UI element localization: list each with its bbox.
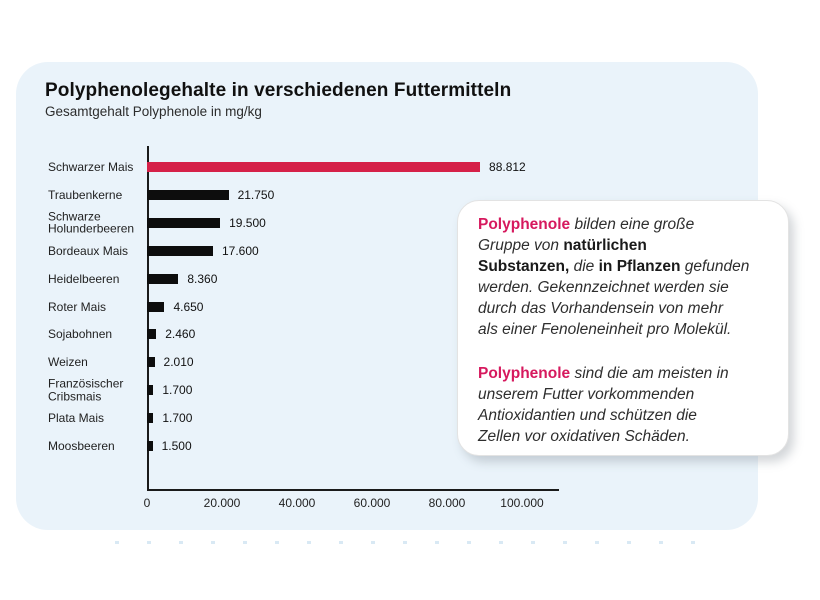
infobox-line: Gruppe von natürlichen	[478, 235, 774, 256]
bar	[147, 413, 154, 424]
value-label: 8.360	[187, 271, 218, 286]
text-segment: Zellen vor oxidativen Schäden.	[478, 428, 690, 445]
infobox-line: als einer Fenoleneinheit pro Molekül.	[478, 319, 774, 340]
x-axis-line	[147, 489, 559, 491]
infobox-line: Polyphenole bilden eine große	[478, 214, 774, 235]
infobox-line: Antioxidantien und schützen die	[478, 405, 774, 426]
infobox-line: Polyphenole sind die am meisten in	[478, 363, 774, 384]
decor-dashed-line	[115, 541, 700, 544]
y-axis-line	[147, 146, 149, 491]
bar	[147, 273, 179, 284]
text-segment: Substanzen,	[478, 258, 570, 275]
category-label: Moosbeeren	[48, 438, 115, 453]
value-label: 2.460	[165, 327, 196, 342]
category-label: Schwarze Holunderbeeren	[48, 209, 135, 236]
brand-keyword: Polyphenole	[478, 365, 571, 382]
text-segment: in Pflanzen	[598, 258, 681, 275]
value-label: 21.750	[237, 187, 275, 202]
text-segment: sind die am meisten in	[570, 365, 729, 382]
bar	[147, 301, 165, 312]
category-label: Sojabohnen	[48, 327, 113, 342]
x-tick-label: 40.000	[278, 496, 316, 510]
text-segment: gefunden	[680, 258, 750, 275]
category-label: Traubenkerne	[48, 187, 123, 202]
category-label: Französischer Cribsmais	[48, 376, 124, 404]
text-segment: natürlichen	[563, 237, 647, 254]
infobox-text: Polyphenole bilden eine große Gruppe von …	[478, 214, 774, 447]
bar	[147, 217, 221, 228]
infobox-line: Zellen vor oxidativen Schäden.	[478, 426, 774, 447]
text-segment: Gruppe von	[478, 237, 564, 254]
bar	[147, 245, 213, 256]
text-segment: werden. Gekennzeichnet werden sie	[478, 279, 729, 296]
x-tick-label: 80.000	[428, 496, 466, 510]
chart-title: Polyphenolegehalte in verschiedenen Futt…	[45, 80, 512, 101]
bar	[147, 329, 157, 340]
infobox-paragraph: Polyphenole bilden eine große Gruppe von …	[478, 214, 774, 340]
value-label: 88.812	[489, 160, 526, 174]
bar	[147, 385, 154, 396]
text-segment: die	[569, 258, 599, 275]
infobox-line: werden. Gekennzeichnet werden sie	[478, 277, 774, 298]
value-label: 17.600	[222, 243, 259, 258]
infobox-line: Substanzen, die in Pflanzen gefunden	[478, 256, 774, 277]
bar	[147, 357, 155, 368]
value-label: 19.500	[229, 215, 266, 230]
category-label: Plata Mais	[48, 410, 105, 425]
category-label: Weizen	[48, 355, 88, 370]
value-label: 1.500	[161, 439, 192, 453]
text-segment: als einer Fenoleneinheit pro Molekül.	[478, 321, 732, 338]
category-label: Roter Mais	[48, 299, 107, 314]
x-tick-label: 20.000	[203, 496, 241, 510]
category-label: Schwarzer Mais	[48, 159, 134, 174]
x-tick-label: 0	[143, 496, 151, 510]
x-tick-label: 100.000	[500, 496, 544, 510]
text-segment: Antioxidantien und schützen die	[478, 407, 697, 424]
chart-subtitle: Gesamtgehalt Polyphenole in mg/kg	[45, 104, 262, 119]
value-label: 2.010	[163, 355, 194, 370]
value-label: 4.650	[173, 299, 204, 314]
bar	[147, 441, 153, 451]
bar	[147, 189, 229, 200]
brand-keyword: Polyphenole	[478, 216, 571, 233]
category-label: Bordeaux Mais	[48, 243, 129, 258]
value-label: 1.700	[162, 411, 193, 426]
infobox-line: unserem Futter vorkommenden	[478, 384, 774, 405]
polyphenol-infobox: Polyphenole bilden eine große Gruppe von …	[457, 200, 789, 456]
category-label: Heidelbeeren	[48, 271, 120, 286]
value-label: 1.700	[162, 383, 193, 398]
infobox-line: durch das Vorhandensein von mehr	[478, 298, 774, 319]
text-segment: durch das Vorhandensein von mehr	[478, 300, 723, 317]
bar	[147, 162, 481, 172]
infobox-paragraph: Polyphenole sind die am meisten in unsere…	[478, 363, 774, 447]
text-segment: bilden eine große	[570, 216, 695, 233]
x-tick-label: 60.000	[353, 496, 391, 510]
text-segment: unserem Futter vorkommenden	[478, 386, 695, 403]
